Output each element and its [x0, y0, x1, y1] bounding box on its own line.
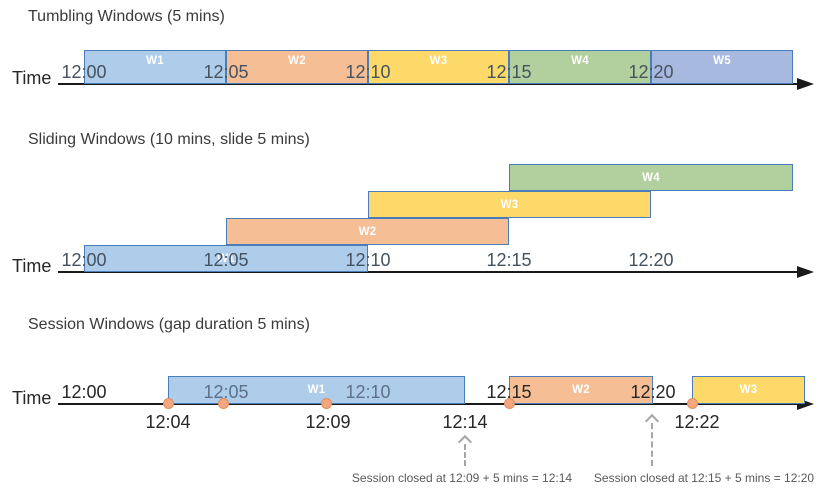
- callout-dashed-line: [651, 423, 653, 466]
- tick-label: 12:20: [628, 62, 674, 82]
- tumbling-window-w1: W1: [84, 50, 226, 84]
- event-dot-icon: [321, 398, 332, 409]
- window-label: W1: [146, 55, 164, 67]
- session-closed-note: Session closed at 12:15 + 5 mins = 12:20: [593, 471, 815, 485]
- window-label: W4: [642, 171, 660, 184]
- tick-label: 12:05: [203, 250, 249, 270]
- session-title: Session Windows (gap duration 5 mins): [28, 316, 310, 333]
- tick-label: 12:20: [628, 250, 674, 270]
- time-axis-line: [58, 271, 798, 273]
- tumbling-window-w5: W5: [651, 50, 793, 84]
- event-dot-icon: [687, 398, 698, 409]
- event-dot-icon: [218, 398, 229, 409]
- sliding-title: Sliding Windows (10 mins, slide 5 mins): [28, 131, 310, 148]
- window-label: W2: [288, 55, 306, 67]
- window-label: W3: [429, 55, 448, 67]
- event-time-label: 12:09: [305, 412, 351, 432]
- tick-label: 12:00: [61, 250, 107, 270]
- tick-label: 12:00: [61, 382, 107, 402]
- time-axis-line: [58, 83, 798, 85]
- tumbling-window-w4: W4: [509, 50, 651, 84]
- tumbling-title: Tumbling Windows (5 mins): [28, 8, 225, 25]
- tick-label: 12:20: [630, 382, 676, 402]
- time-axis-label: Time: [12, 256, 52, 276]
- callout-dashed-line: [464, 444, 466, 466]
- time-axis-label: Time: [12, 68, 52, 88]
- session-window-w2: W2: [509, 376, 653, 404]
- sliding-window-w4: W4: [509, 164, 793, 191]
- window-label: W1: [217, 252, 235, 265]
- tick-label: 12:15: [486, 382, 532, 402]
- tick-label: 12:05: [203, 382, 249, 402]
- event-dot-icon: [504, 398, 515, 409]
- event-time-label: 12:04: [145, 412, 191, 432]
- session-window-w1: W1: [168, 376, 465, 404]
- window-label: W2: [358, 225, 377, 238]
- sliding-window-w1: W1: [84, 245, 368, 272]
- window-label: W2: [572, 384, 590, 396]
- event-dot-icon: [163, 398, 174, 409]
- time-axis-label: Time: [12, 388, 52, 408]
- window-label: W3: [739, 384, 758, 396]
- axis-arrowhead-icon: [797, 266, 814, 278]
- time-axis-line: [58, 403, 798, 405]
- tick-label: 12:00: [61, 62, 107, 82]
- tumbling-window-w3: W3: [368, 50, 509, 84]
- sliding-window-w2: W2: [226, 218, 509, 245]
- window-label: W1: [307, 384, 326, 396]
- tick-label: 12:10: [345, 382, 391, 402]
- tick-label: 12:05: [203, 62, 249, 82]
- tick-label: 12:15: [486, 62, 532, 82]
- event-time-label: 12:14: [442, 412, 488, 432]
- axis-arrowhead-icon: [797, 78, 814, 90]
- session-window-w3: W3: [692, 376, 805, 404]
- tumbling-window-w2: W2: [226, 50, 368, 84]
- sliding-window-w3: W3: [368, 191, 651, 218]
- tick-label: 12:15: [486, 250, 532, 270]
- event-time-label: 12:22: [674, 412, 720, 432]
- window-label: W3: [500, 198, 519, 211]
- window-label: W4: [571, 55, 589, 67]
- session-closed-note: Session closed at 12:09 + 5 mins = 12:14: [351, 471, 573, 485]
- tick-label: 12:10: [345, 250, 391, 270]
- tick-label: 12:10: [345, 62, 391, 82]
- window-label: W5: [713, 55, 731, 67]
